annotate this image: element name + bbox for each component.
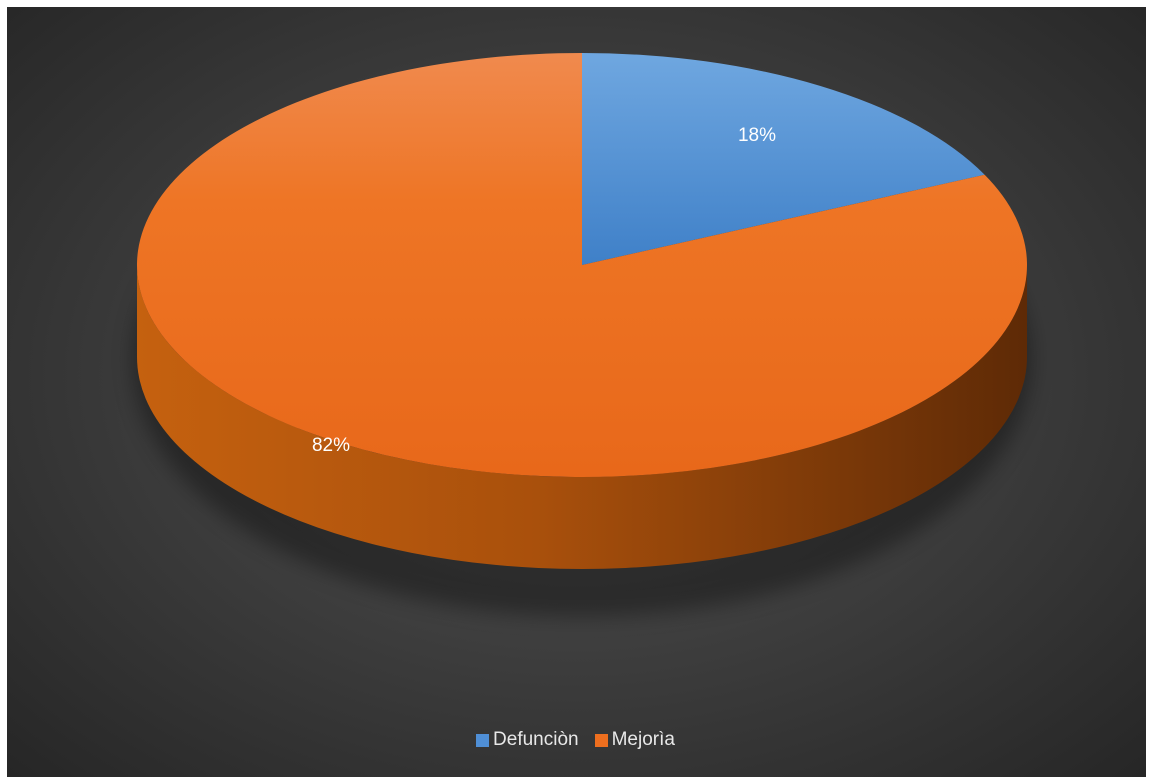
legend-label: Defunciòn <box>493 729 579 750</box>
legend-item: Defunciòn <box>476 729 579 751</box>
pie-side-wall <box>137 265 1027 569</box>
data-label-defuncion: 18% <box>738 125 776 146</box>
legend-label: Mejorìa <box>611 729 675 750</box>
chart-area: 18% 82% <box>7 7 1146 777</box>
legend-swatch <box>476 733 490 747</box>
legend: Defunciòn Mejorìa <box>0 728 1151 752</box>
legend-swatch <box>594 733 608 747</box>
slice-defuncion <box>582 53 985 265</box>
pie-chart: 18% 82% <box>132 53 1032 617</box>
data-label-mejoria: 82% <box>312 435 350 456</box>
legend-item: Mejorìa <box>594 729 675 751</box>
slice-mejoria <box>136 53 1027 478</box>
